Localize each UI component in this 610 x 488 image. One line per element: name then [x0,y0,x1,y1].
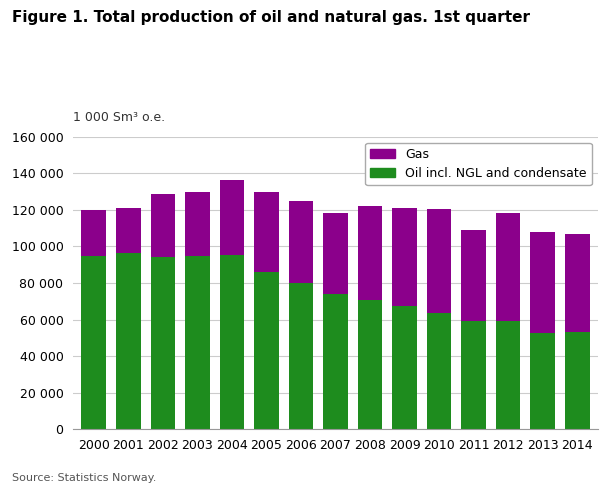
Bar [530,232,555,333]
Bar [461,230,486,321]
Bar [289,201,314,283]
Bar [151,257,175,429]
Text: Source: Statistics Norway.: Source: Statistics Norway. [12,473,157,483]
Bar [426,313,451,429]
Bar [357,301,382,429]
Bar [220,255,245,429]
Bar [185,192,210,256]
Bar [82,256,106,429]
Bar [185,256,210,429]
Bar [461,321,486,429]
Bar [323,213,348,294]
Bar [565,234,589,331]
Bar [392,208,417,306]
Text: Figure 1. Total production of oil and natural gas. 1st quarter: Figure 1. Total production of oil and na… [12,10,530,25]
Bar [254,192,279,272]
Bar [426,209,451,313]
Legend: Gas, Oil incl. NGL and condensate: Gas, Oil incl. NGL and condensate [365,143,592,185]
Bar [82,210,106,256]
Bar [565,331,589,429]
Bar [116,208,141,253]
Bar [496,322,520,429]
Bar [496,213,520,322]
Bar [530,333,555,429]
Text: 1 000 Sm³ o.e.: 1 000 Sm³ o.e. [73,111,165,124]
Bar [392,306,417,429]
Bar [254,272,279,429]
Bar [116,253,141,429]
Bar [220,180,245,255]
Bar [289,283,314,429]
Bar [323,294,348,429]
Bar [357,206,382,301]
Bar [151,194,175,257]
